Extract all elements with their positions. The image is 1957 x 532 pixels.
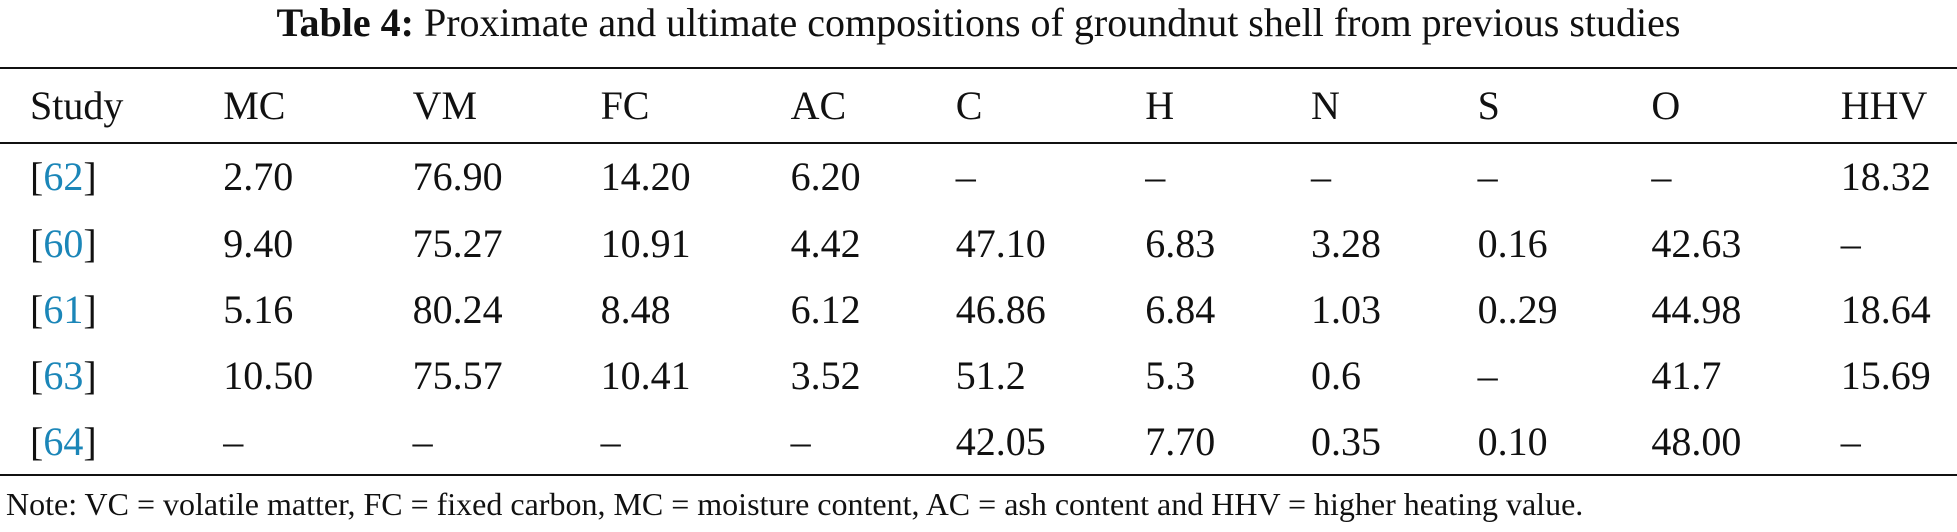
- table-cell: 6.84: [1145, 286, 1216, 332]
- study-cell: [61]: [30, 286, 97, 332]
- table-row: [62] 2.70 76.90 14.20 6.20 – – – – – 18.…: [0, 142, 1957, 210]
- table-cell: 1.03: [1311, 286, 1382, 332]
- header-ac: AC: [790, 83, 847, 128]
- table-cell: –: [600, 418, 621, 464]
- header-study: Study: [30, 83, 124, 128]
- table-cell: 4.42: [790, 220, 861, 266]
- reference-link[interactable]: 64: [43, 418, 84, 464]
- table-cell: 0.10: [1477, 418, 1548, 464]
- table-cell: 42.63: [1651, 220, 1742, 266]
- table-cell: 51.2: [955, 352, 1026, 398]
- header-vm: VM: [412, 83, 478, 128]
- header-n: N: [1311, 83, 1340, 128]
- table-cell: 2.70: [223, 153, 294, 199]
- table-caption-label: Table 4:: [276, 0, 414, 45]
- table-cell: 80.24: [412, 286, 503, 332]
- table-cell: 42.05: [955, 418, 1046, 464]
- table-cell: 6.12: [790, 286, 861, 332]
- table-row: [64] – – – – 42.05 7.70 0.35 0.10 48.00 …: [0, 408, 1957, 474]
- study-cell: [64]: [30, 418, 97, 464]
- table-cell: –: [955, 153, 976, 199]
- table-cell: 3.28: [1311, 220, 1382, 266]
- table-cell: 7.70: [1145, 418, 1216, 464]
- reference-link[interactable]: 60: [43, 220, 84, 266]
- table-cell: 47.10: [955, 220, 1046, 266]
- header-mc: MC: [223, 83, 286, 128]
- table-cell: –: [1840, 418, 1861, 464]
- table-cell: –: [223, 418, 244, 464]
- table-cell: 15.69: [1840, 352, 1931, 398]
- study-cell: [62]: [30, 153, 97, 199]
- table-caption: Table 4: Proximate and ultimate composit…: [0, 0, 1957, 46]
- table-bottom-rule: [0, 474, 1957, 476]
- table-cell: 0.35: [1311, 418, 1382, 464]
- table-cell: –: [412, 418, 433, 464]
- table-top-rule: [0, 67, 1957, 69]
- table-cell: 3.52: [790, 352, 861, 398]
- header-hhv: HHV: [1840, 83, 1928, 128]
- table-header-rule: [0, 142, 1957, 144]
- table-cell: 9.40: [223, 220, 294, 266]
- table-cell: 14.20: [600, 153, 691, 199]
- table-cell: 44.98: [1651, 286, 1742, 332]
- table-caption-text: Proximate and ultimate compositions of g…: [423, 0, 1681, 45]
- table-header-row: Study MC VM FC AC C H N S O HHV: [0, 69, 1957, 142]
- table-cell: –: [1477, 153, 1498, 199]
- table-cell: –: [790, 418, 811, 464]
- header-fc: FC: [600, 83, 650, 128]
- table-cell: 5.16: [223, 286, 294, 332]
- table-cell: 48.00: [1651, 418, 1742, 464]
- table-cell: 18.32: [1840, 153, 1931, 199]
- table-cell: 76.90: [412, 153, 503, 199]
- table-cell: 41.7: [1651, 352, 1722, 398]
- table-cell: 6.83: [1145, 220, 1216, 266]
- table-cell: 10.91: [600, 220, 691, 266]
- table-cell: 8.48: [600, 286, 671, 332]
- table-row: [61] 5.16 80.24 8.48 6.12 46.86 6.84 1.0…: [0, 276, 1957, 342]
- table-cell: 18.64: [1840, 286, 1931, 332]
- header-s: S: [1477, 83, 1500, 128]
- table-cell: 5.3: [1145, 352, 1196, 398]
- table-cell: 10.41: [600, 352, 691, 398]
- table-cell: 75.57: [412, 352, 503, 398]
- reference-link[interactable]: 62: [43, 153, 84, 199]
- table-cell: –: [1651, 153, 1672, 199]
- table-row: [63] 10.50 75.57 10.41 3.52 51.2 5.3 0.6…: [0, 342, 1957, 408]
- table-cell: –: [1477, 352, 1498, 398]
- table-cell: 6.20: [790, 153, 861, 199]
- table-row: [60] 9.40 75.27 10.91 4.42 47.10 6.83 3.…: [0, 210, 1957, 276]
- table-cell: –: [1311, 153, 1332, 199]
- composition-table: Study MC VM FC AC C H N S O HHV [62] 2.7…: [0, 69, 1957, 474]
- table-cell: –: [1145, 153, 1166, 199]
- table-cell: 0..29: [1477, 286, 1558, 332]
- table-note: Note: VC = volatile matter, FC = fixed c…: [6, 486, 1584, 522]
- table-cell: –: [1840, 220, 1861, 266]
- table-cell: 46.86: [955, 286, 1046, 332]
- table-cell: 0.16: [1477, 220, 1548, 266]
- reference-link[interactable]: 61: [43, 286, 84, 332]
- header-h: H: [1145, 83, 1175, 128]
- header-c: C: [955, 83, 983, 128]
- reference-link[interactable]: 63: [43, 352, 84, 398]
- table-cell: 0.6: [1311, 352, 1362, 398]
- study-cell: [60]: [30, 220, 97, 266]
- header-o: O: [1651, 83, 1681, 128]
- study-cell: [63]: [30, 352, 97, 398]
- table-cell: 75.27: [412, 220, 503, 266]
- table-cell: 10.50: [223, 352, 314, 398]
